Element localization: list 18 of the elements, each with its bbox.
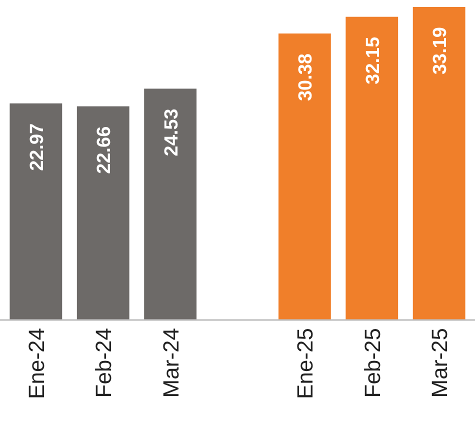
bar (346, 16, 398, 320)
data-label: 33.19 (430, 27, 452, 75)
x-tick-label: Ene-24 (24, 328, 49, 399)
x-tick-label: Mar-24 (158, 328, 184, 398)
data-label: 24.53 (161, 108, 182, 156)
x-tick-label: Feb-24 (91, 328, 116, 398)
bar (412, 7, 466, 320)
bar (278, 34, 331, 320)
x-tick-label: Mar-25 (427, 328, 452, 398)
data-label: 22.66 (94, 126, 116, 174)
x-tick-label: Ene-25 (292, 328, 318, 399)
bar (144, 88, 197, 320)
bar (10, 103, 62, 320)
bar (76, 106, 130, 320)
data-label: 32.15 (362, 36, 384, 84)
x-tick-label: Feb-25 (360, 328, 385, 398)
data-label: 30.38 (296, 54, 317, 102)
data-label: 22.97 (26, 123, 48, 171)
